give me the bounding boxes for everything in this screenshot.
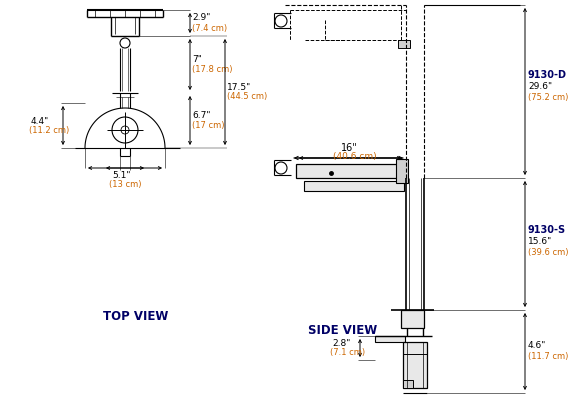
Bar: [403, 380, 413, 388]
Text: (7.4 cm): (7.4 cm): [192, 23, 227, 33]
Text: 15.6": 15.6": [528, 236, 552, 246]
Text: (75.2 cm): (75.2 cm): [528, 93, 568, 102]
Text: 17.5": 17.5": [227, 82, 251, 92]
Text: (13 cm): (13 cm): [109, 181, 141, 189]
Text: 5.1": 5.1": [112, 172, 131, 181]
Text: (11.7 cm): (11.7 cm): [528, 352, 568, 361]
Bar: [304, 181, 404, 191]
Text: 9130-S: 9130-S: [528, 225, 566, 235]
Text: (40.6 cm): (40.6 cm): [333, 152, 377, 162]
Bar: [401, 310, 424, 328]
Text: 16": 16": [341, 143, 358, 153]
Bar: [296, 164, 404, 178]
Text: (44.5 cm): (44.5 cm): [227, 92, 267, 101]
Text: (17 cm): (17 cm): [192, 121, 225, 130]
Text: (11.2 cm): (11.2 cm): [29, 126, 69, 135]
Text: 6.7": 6.7": [192, 111, 210, 120]
Bar: [403, 342, 427, 388]
Bar: [398, 40, 410, 48]
Text: 7": 7": [192, 55, 202, 64]
Bar: [396, 159, 408, 183]
Text: (7.1 cm): (7.1 cm): [330, 349, 365, 357]
Text: 4.4": 4.4": [31, 117, 49, 126]
Text: (39.6 cm): (39.6 cm): [528, 248, 568, 256]
Text: (17.8 cm): (17.8 cm): [192, 65, 233, 74]
Text: 2.9": 2.9": [192, 14, 210, 23]
Text: TOP VIEW: TOP VIEW: [103, 310, 168, 322]
Text: 4.6": 4.6": [528, 341, 547, 350]
Text: 2.8": 2.8": [332, 339, 351, 347]
Text: SIDE VIEW: SIDE VIEW: [308, 324, 377, 336]
Bar: [375, 336, 405, 342]
Text: 9130-D: 9130-D: [528, 70, 567, 80]
Text: 29.6": 29.6": [528, 82, 552, 91]
